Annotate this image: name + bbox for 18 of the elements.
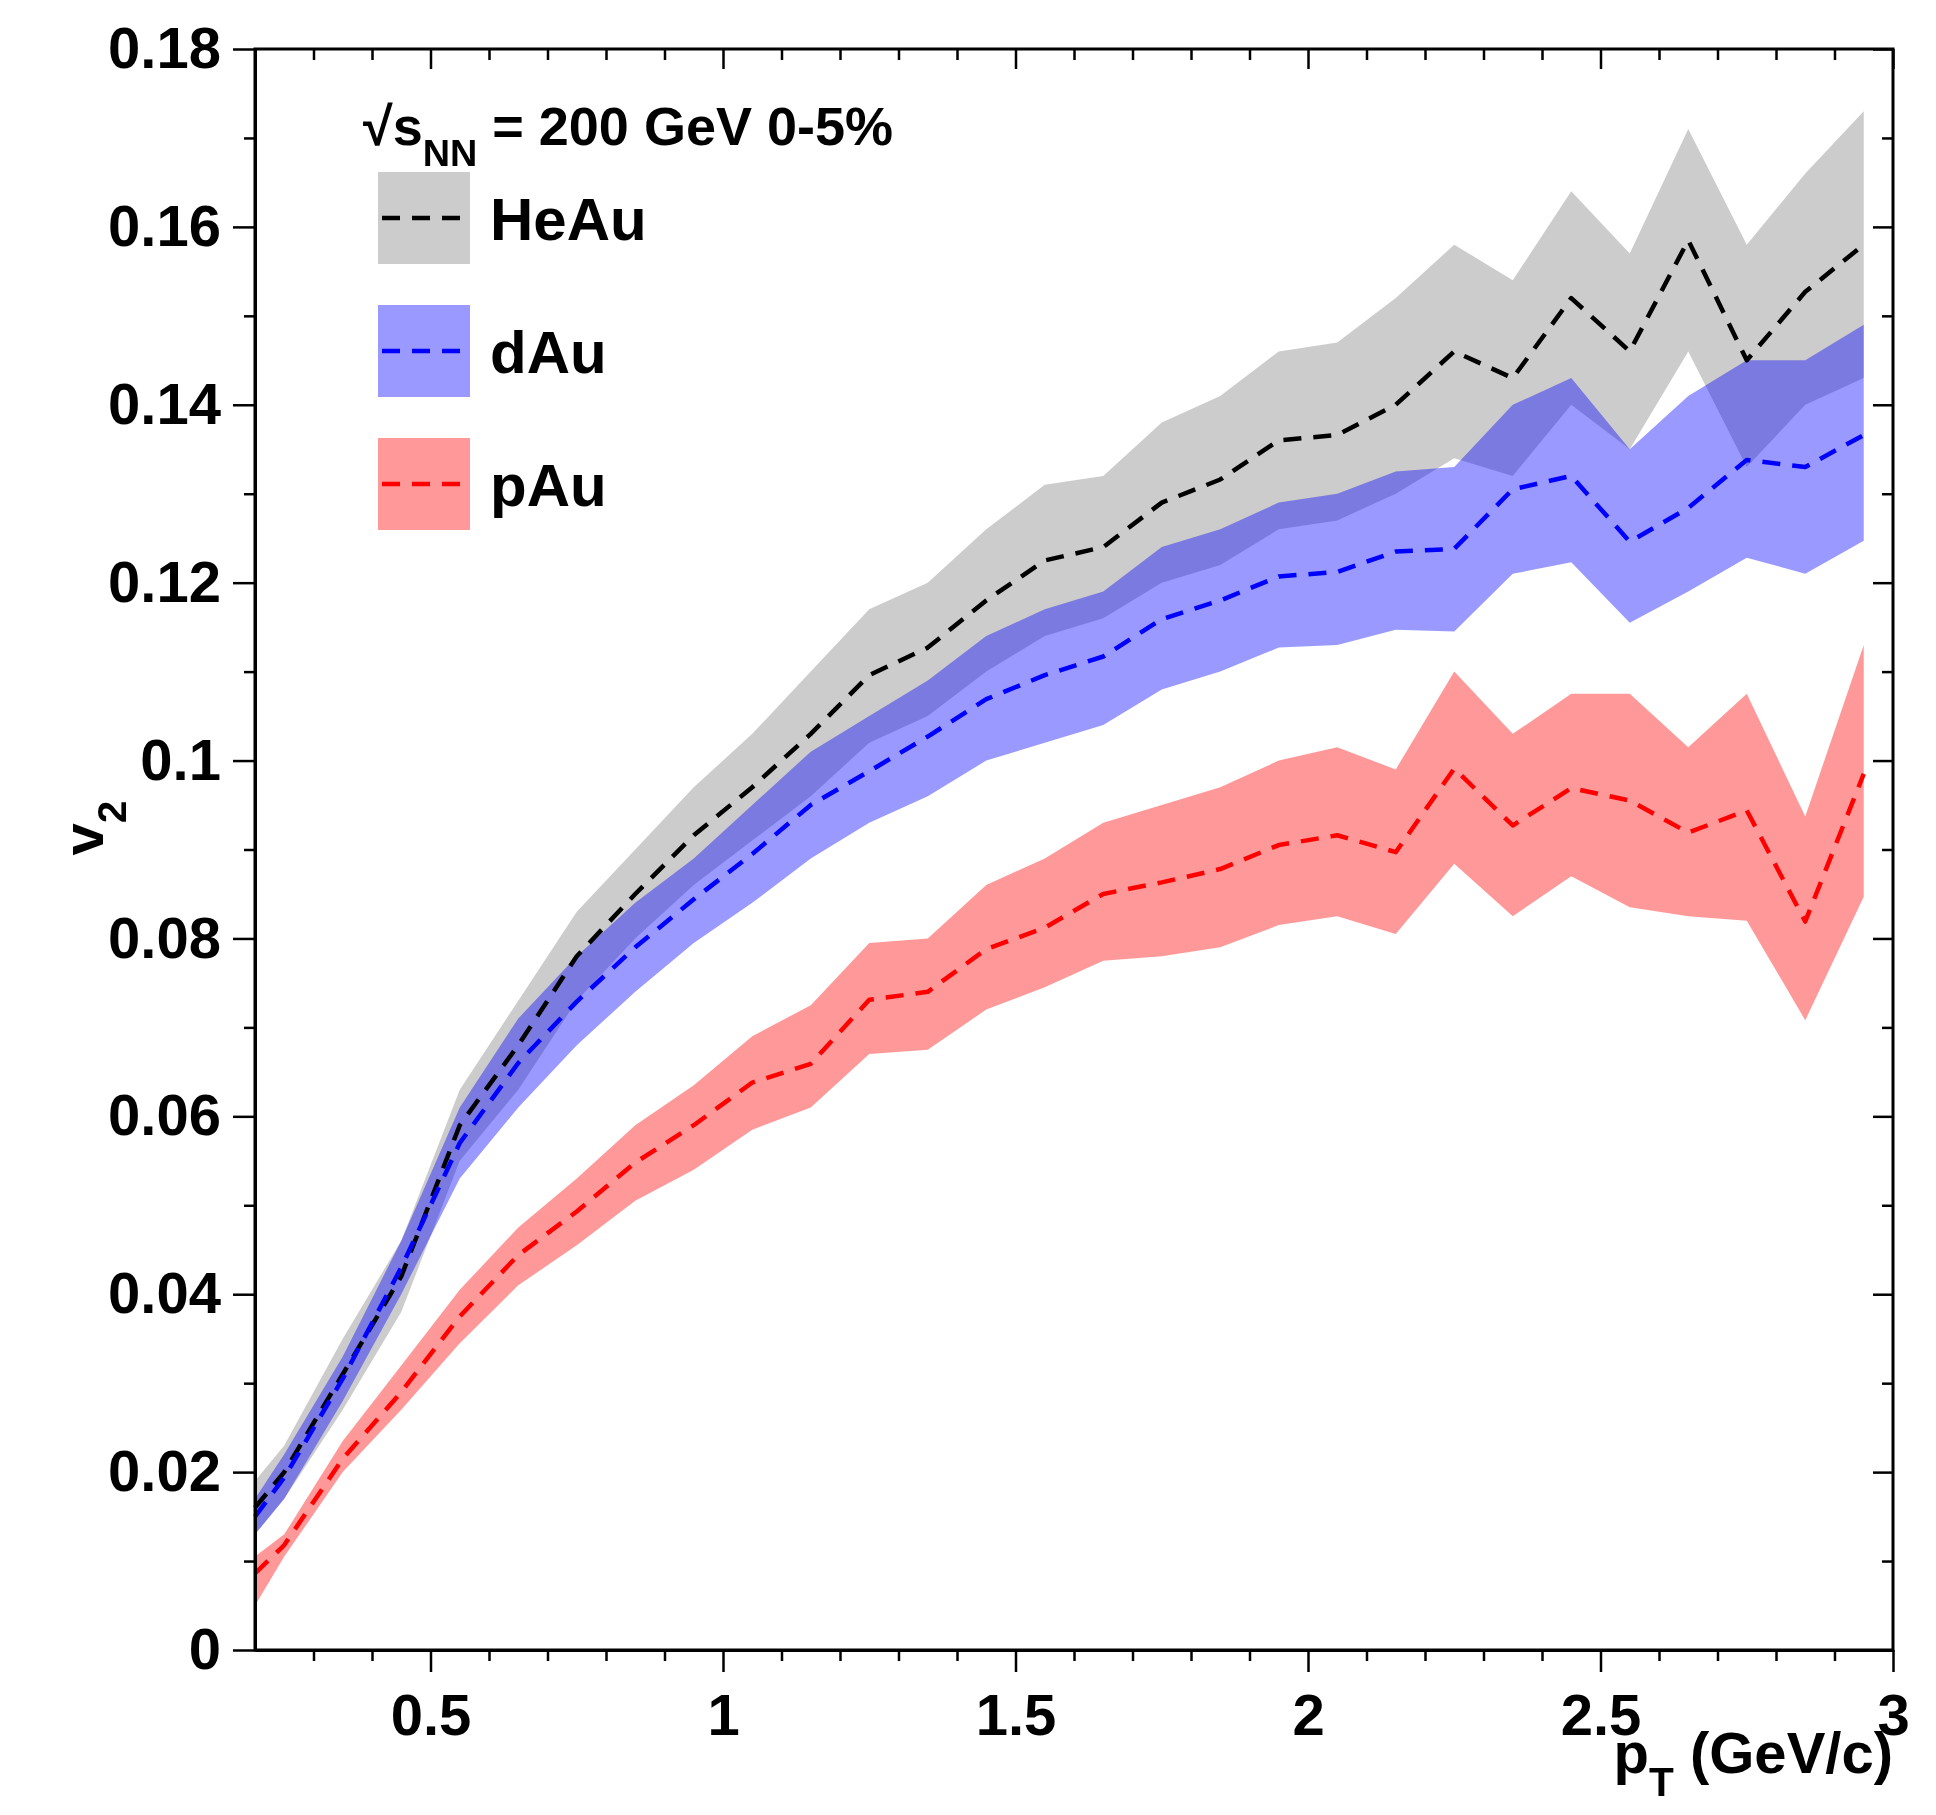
x-tick-label: 2 <box>1292 1682 1325 1748</box>
y-tick-label: 0 <box>188 1616 221 1682</box>
annotation: √s$_{NN}$ = 200 GeV 0-5% <box>363 96 894 174</box>
y-tick-label: 0.02 <box>108 1438 221 1504</box>
y-tick-label: 0.06 <box>108 1082 221 1148</box>
x-tick-label: 1 <box>707 1682 740 1748</box>
y-tick-label: 0.08 <box>108 904 221 970</box>
x-tick-label: 1.5 <box>975 1682 1057 1748</box>
y-tick-label: 0.04 <box>108 1260 221 1326</box>
legend-label: HeAu <box>490 185 647 253</box>
legend-label: dAu <box>490 318 607 386</box>
x-tick-label: 0.5 <box>390 1682 472 1748</box>
y-tick-label: 0.18 <box>108 15 221 81</box>
legend-label: pAu <box>490 451 607 519</box>
y-tick-label: 0.12 <box>108 548 221 614</box>
y-tick-label: 0.14 <box>108 370 221 436</box>
y-tick-label: 0.16 <box>108 192 221 258</box>
y-tick-label: 0.1 <box>140 726 221 792</box>
